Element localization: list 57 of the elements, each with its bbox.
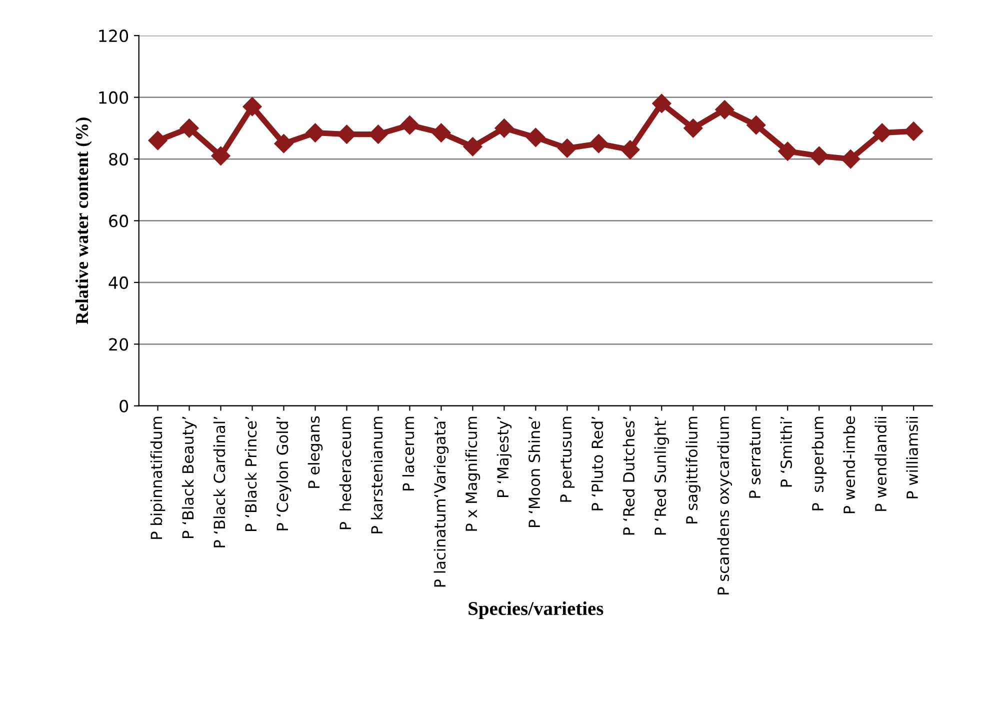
x-tick-label: P scandens oxycardium	[717, 416, 732, 594]
y-tick-label: 20	[109, 338, 128, 351]
y-axis-title: Relative water content (%)	[75, 118, 92, 324]
x-tick-label: P pertusum	[560, 416, 575, 502]
x-tick-label: P ‘Smithi’	[780, 416, 792, 487]
y-tick-label: 100	[99, 91, 128, 104]
point	[526, 128, 546, 147]
point	[463, 137, 482, 156]
point	[684, 118, 703, 138]
x-tick-label: P ‘Pluto Red’	[591, 416, 604, 510]
x-tick-label: P ‘Black Prince’	[244, 416, 257, 531]
point	[211, 146, 230, 166]
x-tick-label: P ‘Moon Shine’	[528, 416, 540, 527]
x-tick-label: P ‘Ceylon Gold’	[276, 416, 292, 530]
point	[810, 146, 829, 166]
point	[274, 134, 294, 154]
x-tick-label: P ‘Majesty’	[496, 416, 512, 498]
x-tick-label: P wendlandii	[874, 416, 887, 511]
point	[558, 138, 577, 158]
x-tick-label: P hederaceum	[339, 416, 352, 530]
y-tick-label: 80	[109, 152, 128, 166]
x-tick-label: P ‘Red Dutches’	[622, 416, 635, 535]
x-tick-label: P williamsii	[906, 416, 918, 498]
point	[589, 134, 608, 154]
y-tick-label: 120	[99, 30, 128, 42]
point	[306, 123, 325, 142]
x-tick-label: P ‘Black Cardinal’	[213, 416, 226, 548]
x-tick-label: P karstenianum	[370, 416, 383, 534]
y-tick-label: 60	[109, 214, 128, 228]
point	[841, 149, 860, 169]
x-tick-label: P superbum	[812, 416, 826, 510]
x-axis-title: Species/varieties	[468, 601, 604, 620]
x-tick-label: P bipinnatifidum	[150, 416, 166, 539]
point	[904, 122, 924, 141]
point	[778, 142, 798, 161]
point	[148, 130, 168, 150]
x-tick-label: P lacerum	[402, 416, 414, 490]
x-tick-label: P elegans	[308, 416, 323, 488]
y-tick-label: 0	[120, 400, 128, 412]
point	[180, 118, 199, 138]
point	[400, 116, 420, 135]
y-tick-label: 40	[108, 276, 128, 289]
x-tick-label: P ‘Red Sunlight’	[654, 416, 670, 535]
x-tick-label: P lacinatum‘Variegata’	[434, 416, 449, 587]
point	[652, 94, 672, 114]
point	[494, 118, 514, 138]
x-tick-label: P sagittifolium	[686, 416, 701, 524]
point	[746, 116, 766, 135]
x-tick-label: P ‘Black Beauty’	[182, 416, 197, 538]
point	[872, 123, 892, 142]
point	[715, 100, 734, 120]
point	[432, 123, 451, 142]
point	[242, 97, 262, 116]
x-tick-label: P wend-imbe	[843, 416, 856, 514]
point	[620, 140, 640, 160]
x-tick-label: P x Magnificum	[465, 416, 480, 531]
x-tick-label: P serratum	[749, 416, 761, 498]
